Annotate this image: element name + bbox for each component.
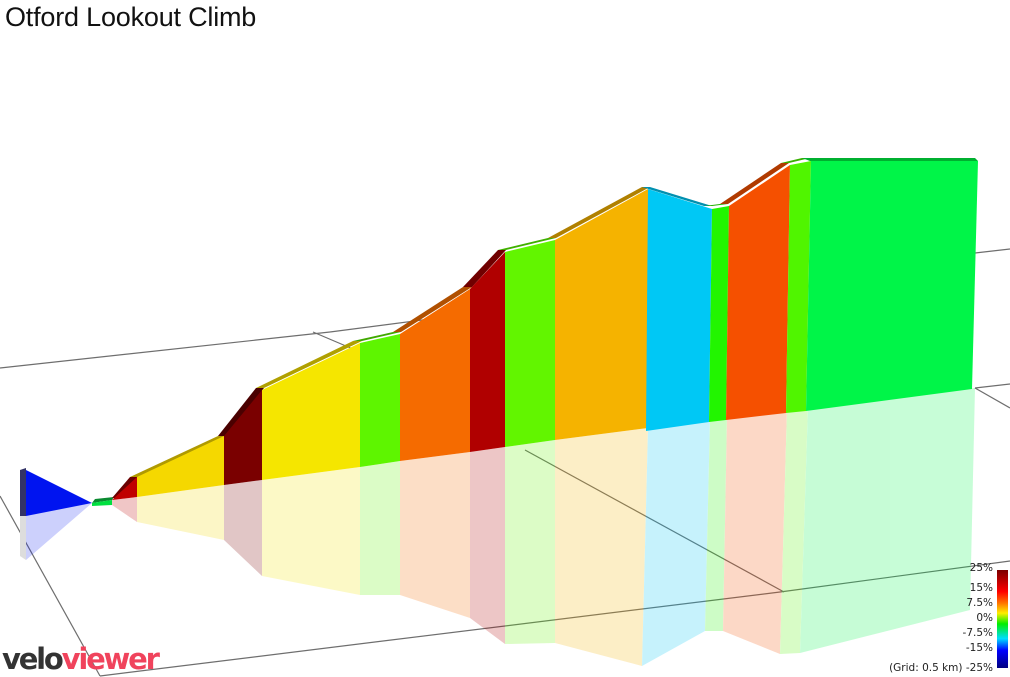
profile-segments	[26, 161, 978, 516]
legend-label-neg-7-5: -7.5%	[962, 627, 993, 639]
grid-note: (Grid: 0.5 km)	[889, 662, 963, 674]
logo-part-velo: velo	[2, 642, 64, 676]
legend-label-25: 25%	[969, 562, 993, 574]
segment-15	[786, 161, 811, 413]
legend-label-7-5: 7.5%	[966, 597, 993, 609]
segment-16	[806, 161, 978, 411]
segment-7	[360, 334, 400, 467]
logo-part-viewer: viewer	[61, 642, 160, 676]
segment-3	[112, 477, 137, 500]
segment-14	[726, 165, 790, 420]
legend-label-0: 0%	[976, 612, 993, 624]
segment-13	[709, 206, 729, 422]
segment-5	[224, 390, 262, 485]
legend-label-neg-25: (Grid: 0.5 km) -25%	[889, 662, 993, 674]
segment-4	[137, 436, 224, 497]
segment-9	[470, 252, 505, 452]
segment-6	[262, 343, 360, 480]
gradient-legend: 25% 15% 7.5% 0% -7.5% -15% (Grid: 0.5 km…	[860, 562, 1010, 677]
segment-12	[646, 189, 712, 431]
segment-1	[26, 470, 92, 516]
gradient-color-bar	[997, 570, 1008, 668]
legend-label-15: 15%	[969, 582, 993, 594]
segment-8	[400, 289, 470, 461]
segment-10	[505, 240, 555, 447]
profile-top-edges	[20, 158, 978, 516]
legend-label-neg-15: -15%	[965, 642, 993, 654]
segment-2	[92, 500, 112, 506]
segment-11	[555, 189, 648, 440]
profile-reflection	[22, 388, 975, 666]
veloviewer-logo[interactable]: veloviewer	[2, 642, 160, 676]
chart-title: Otford Lookout Climb	[5, 2, 257, 32]
